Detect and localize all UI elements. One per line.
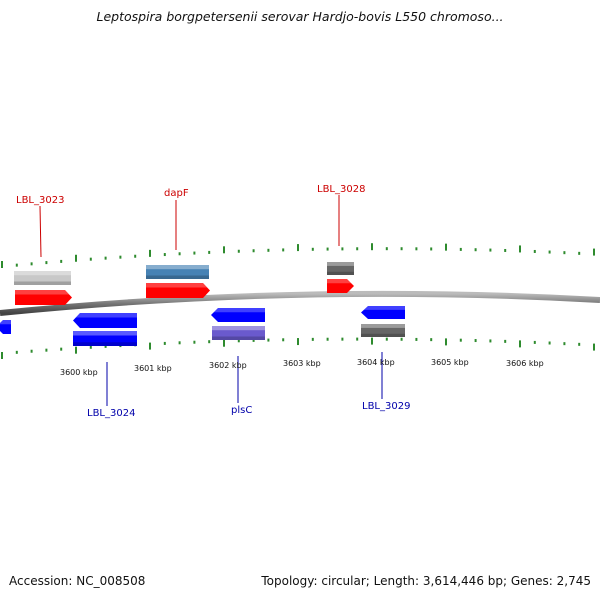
gene-partial-left[interactable] [0,320,11,334]
leader-line [39,205,42,258]
map-title: Leptospira borgpetersenii serovar Hardjo… [96,9,504,24]
gene-label-dapf[interactable]: dapF [164,188,189,199]
gene-dapf[interactable] [146,283,210,298]
gene-label-lbl3029[interactable]: LBL_3029 [362,401,410,412]
label-leader-lines [39,195,383,406]
gene-dapf-homolog[interactable] [146,265,209,279]
gene-lbl3024[interactable] [73,313,137,328]
gene-label-lbl3028[interactable]: LBL_3028 [317,184,365,195]
tick-marks-outer [1,243,595,268]
gene-lbl3029-homolog[interactable] [361,324,405,337]
gene-label-plsc[interactable]: plsC [231,405,252,416]
gene-lbl3028[interactable] [327,279,354,293]
accession-text: Accession: NC_008508 [9,574,146,588]
genome-info-text: Topology: circular; Length: 3,614,446 bp… [261,574,591,588]
gene-lbl3029[interactable] [361,306,405,319]
gene-plsc[interactable] [211,308,265,322]
scale-label-3602: 3602 kbp [209,361,247,370]
scale-label-3603: 3603 kbp [283,359,321,368]
gene-lbl3023[interactable] [15,290,72,305]
gene-lbl3024-homolog[interactable] [73,331,137,346]
gene-lbl3028-homolog[interactable] [327,262,354,275]
gene-lbl3023-homolog[interactable] [14,271,71,285]
chromosome-backbone [0,290,600,316]
scale-label-3606: 3606 kbp [506,359,544,368]
scale-label-3604: 3604 kbp [357,358,395,367]
scale-label-3605: 3605 kbp [431,358,469,367]
scale-label-3600: 3600 kbp [60,368,98,377]
gene-plsc-homolog[interactable] [212,326,265,340]
scale-label-3601: 3601 kbp [134,364,172,373]
tick-marks-inner [1,337,595,359]
gene-label-lbl3024[interactable]: LBL_3024 [87,408,135,419]
gene-label-lbl3023[interactable]: LBL_3023 [16,195,64,206]
gene-features [0,262,405,346]
